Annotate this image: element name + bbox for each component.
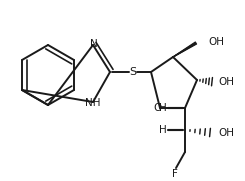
Text: OH: OH — [218, 77, 234, 87]
Text: O: O — [153, 103, 161, 113]
Text: OH: OH — [218, 128, 234, 138]
Text: H: H — [159, 103, 167, 113]
Text: F: F — [172, 169, 178, 179]
Text: NH: NH — [85, 98, 101, 108]
Text: S: S — [129, 67, 136, 77]
Text: N: N — [90, 39, 98, 49]
Text: H: H — [159, 125, 167, 135]
Text: OH: OH — [208, 37, 224, 47]
